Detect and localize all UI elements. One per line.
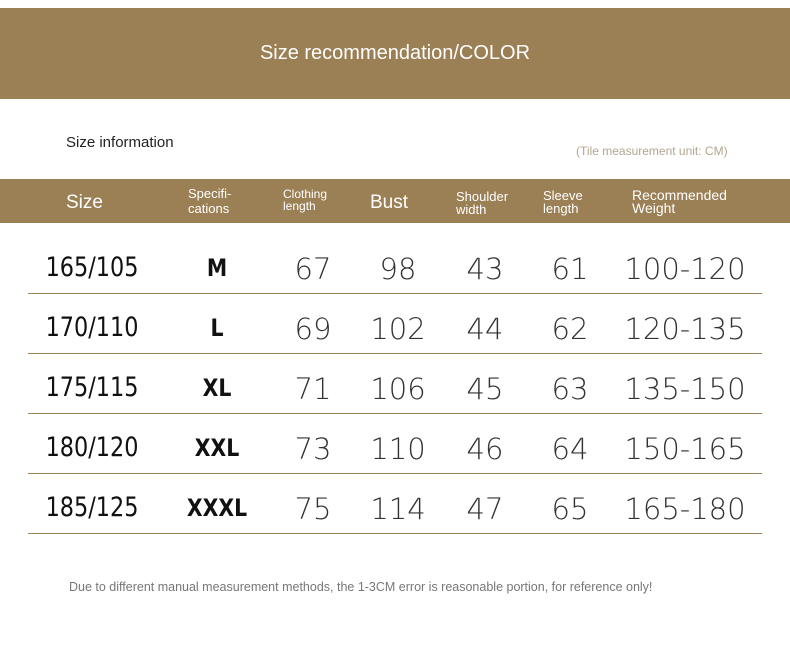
cell-spec: XL: [202, 374, 232, 402]
table-row: 180/120 XXL 73 110 46 64 150-165: [0, 432, 790, 492]
cell-sleeve-length: 65: [551, 492, 589, 526]
header-clothing-length: Clothing length: [283, 188, 327, 212]
cell-shoulder-width: 43: [466, 252, 504, 286]
cell-clothing-length: 67: [294, 252, 332, 286]
footer-note: Due to different manual measurement meth…: [69, 580, 653, 594]
cell-shoulder-width: 46: [466, 432, 504, 466]
cell-clothing-length: 75: [294, 492, 332, 526]
header-shoulder-width: Shoulder width: [456, 190, 508, 216]
row-divider: [28, 473, 762, 474]
cell-sleeve-length: 63: [551, 372, 589, 406]
cell-spec: XXXL: [186, 494, 248, 522]
cell-bust: 98: [379, 252, 417, 286]
cell-weight: 100-120: [624, 252, 746, 286]
header-clothing-line2: length: [283, 199, 316, 213]
table-row: 165/105 M 67 98 43 61 100-120: [0, 252, 790, 312]
header-shoulder-line2: width: [456, 202, 487, 217]
section-title: Size information: [66, 134, 174, 151]
cell-shoulder-width: 45: [466, 372, 504, 406]
row-divider: [28, 293, 762, 294]
header-sleeve-line2: length: [543, 201, 579, 216]
cell-weight: 165-180: [624, 492, 746, 526]
cell-size: 180/120: [45, 432, 139, 463]
header-bust: Bust: [370, 192, 409, 213]
header-spec-line1: Specifi-: [188, 186, 232, 201]
cell-spec: L: [210, 314, 224, 342]
cell-sleeve-length: 64: [551, 432, 589, 466]
table-row: 175/115 XL 71 106 45 63 135-150: [0, 372, 790, 432]
cell-spec: M: [206, 254, 228, 282]
header-spec: Specifi-cations: [188, 187, 231, 215]
cell-sleeve-length: 62: [551, 312, 589, 346]
cell-spec: XXL: [194, 434, 240, 462]
cell-clothing-length: 73: [294, 432, 332, 466]
header-weight-line2: Weight: [632, 200, 676, 216]
cell-weight: 135-150: [624, 372, 746, 406]
cell-bust: 110: [370, 432, 426, 466]
cell-size: 170/110: [45, 312, 139, 343]
unit-note: (Tile measurement unit: CM): [576, 144, 728, 158]
cell-clothing-length: 71: [294, 372, 332, 406]
cell-shoulder-width: 44: [466, 312, 504, 346]
table-row: 170/110 L 69 102 44 62 120-135: [0, 312, 790, 372]
cell-bust: 106: [370, 372, 426, 406]
header-shoulder-line1: Shoulder: [456, 189, 509, 204]
cell-sleeve-length: 61: [551, 252, 589, 286]
table-header: Size Specifi-cations Clothing length Bust…: [0, 179, 790, 223]
header-weight-line1: Recommended: [632, 187, 727, 203]
title-banner: Size recommendation/COLOR: [0, 8, 790, 99]
cell-weight: 150-165: [624, 432, 746, 466]
row-divider: [28, 533, 762, 534]
banner-title: Size recommendation/COLOR: [259, 42, 531, 64]
header-spec-line2: cations: [188, 201, 230, 216]
cell-bust: 102: [370, 312, 426, 346]
header-clothing-line1: Clothing: [283, 187, 328, 201]
cell-size: 185/125: [45, 492, 139, 523]
cell-bust: 114: [370, 492, 426, 526]
header-sleeve-line1: Sleeve: [543, 188, 583, 203]
cell-clothing-length: 69: [294, 312, 332, 346]
header-weight: Recommended Weight: [632, 187, 727, 216]
cell-size: 175/115: [45, 372, 139, 403]
table-row: 185/125 XXXL 75 114 47 65 165-180: [0, 492, 790, 552]
row-divider: [28, 353, 762, 354]
cell-size: 165/105: [45, 252, 139, 283]
header-size: Size: [66, 192, 103, 213]
header-sleeve-length: Sleeve length: [543, 189, 583, 215]
cell-shoulder-width: 47: [466, 492, 504, 526]
row-divider: [28, 413, 762, 414]
cell-weight: 120-135: [624, 312, 746, 346]
